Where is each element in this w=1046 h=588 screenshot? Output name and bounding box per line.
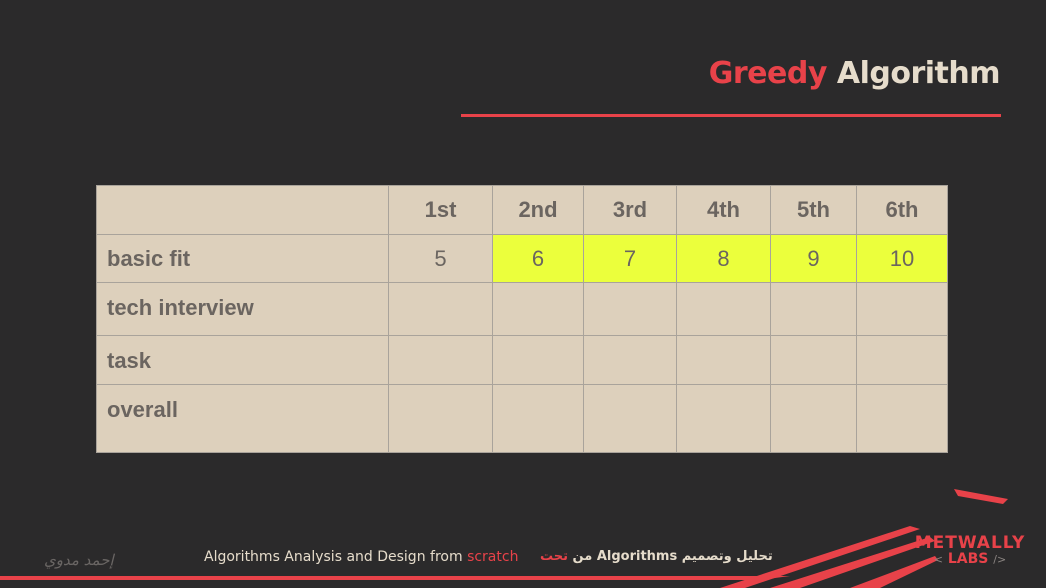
- table-cell: [388, 384, 493, 453]
- arabic-title-accent: تحت: [540, 549, 569, 564]
- table-cell: [676, 384, 771, 453]
- course-title-arabic: تحليل وتصميم Algorithms من تحت: [540, 549, 773, 564]
- diagonal-stripe-3: [850, 556, 938, 588]
- logo-swoosh: [954, 489, 1008, 504]
- slide-title: Greedy Algorithm: [708, 56, 1001, 91]
- title-accent: Greedy: [708, 56, 828, 91]
- table-row: task: [96, 335, 948, 385]
- title-rest: Algorithm: [836, 56, 1001, 91]
- logo-line2: < LABS />: [914, 552, 1026, 567]
- table-cell: [676, 335, 771, 385]
- table-cell: [388, 335, 493, 385]
- table-cell: [583, 282, 677, 336]
- header-cell-2nd: 2nd: [492, 185, 584, 235]
- header-cell-5th: 5th: [770, 185, 857, 235]
- table-row: basic fit 5 6 7 8 9 10: [96, 234, 948, 283]
- table-cell: [770, 384, 857, 453]
- row-label-basic-fit: basic fit: [96, 234, 389, 283]
- table-cell: [856, 384, 948, 453]
- table-cell: [492, 282, 584, 336]
- course-title-prefix: Algorithms Analysis and Design from: [204, 549, 463, 565]
- table-cell-highlighted: 8: [676, 234, 771, 283]
- row-label-tech-interview: tech interview: [96, 282, 389, 336]
- table-header-row: 1st 2nd 3rd 4th 5th 6th: [96, 185, 948, 235]
- course-title-english: Algorithms Analysis and Design from scra…: [204, 549, 518, 565]
- title-underline: [461, 114, 1001, 117]
- arabic-title-main: تحليل وتصميم Algorithms من: [572, 549, 773, 564]
- row-label-overall: overall: [96, 384, 389, 453]
- row-label-task: task: [96, 335, 389, 385]
- bottom-red-stripe: [0, 576, 790, 580]
- table-cell-highlighted: 10: [856, 234, 948, 283]
- course-title-accent: scratch: [467, 549, 519, 565]
- author-signature: إحمد مدوي: [44, 551, 114, 569]
- table-cell: [388, 282, 493, 336]
- table-cell: [676, 282, 771, 336]
- table-cell-highlighted: 9: [770, 234, 857, 283]
- table-row: overall: [96, 384, 948, 453]
- table-cell: [770, 335, 857, 385]
- header-cell-empty: [96, 185, 389, 235]
- logo-line1: METWALLY: [914, 533, 1026, 553]
- metwally-labs-logo: METWALLY < LABS />: [914, 534, 1026, 567]
- table-cell-highlighted: 7: [583, 234, 677, 283]
- table-cell: [583, 384, 677, 453]
- table-cell: [583, 335, 677, 385]
- header-cell-6th: 6th: [856, 185, 948, 235]
- table-cell-highlighted: 6: [492, 234, 584, 283]
- diagonal-stripe-1: [720, 526, 920, 588]
- logo-labs-text: LABS: [947, 551, 989, 567]
- header-cell-4th: 4th: [676, 185, 771, 235]
- table-cell: [492, 335, 584, 385]
- table-cell: [856, 282, 948, 336]
- rankings-table: 1st 2nd 3rd 4th 5th 6th basic fit 5 6 7 …: [96, 185, 948, 453]
- table-row: tech interview: [96, 282, 948, 336]
- table-cell: [770, 282, 857, 336]
- logo-open-bracket: <: [933, 553, 943, 566]
- diagonal-stripe-2: [770, 537, 935, 588]
- header-cell-1st: 1st: [388, 185, 493, 235]
- logo-close-bracket: />: [993, 553, 1007, 566]
- table-cell: 5: [388, 234, 493, 283]
- table-cell: [492, 384, 584, 453]
- header-cell-3rd: 3rd: [583, 185, 677, 235]
- table-cell: [856, 335, 948, 385]
